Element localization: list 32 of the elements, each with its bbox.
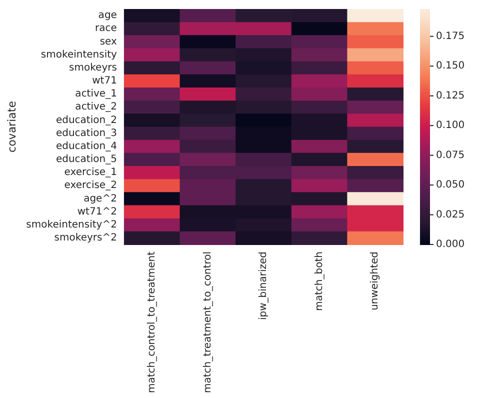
color-bar-label: 0.075 (436, 150, 465, 161)
color-bar-label: 0.125 (436, 90, 465, 102)
y-tick-label: active_2 (75, 102, 117, 113)
y-axis-title: covariate (5, 100, 18, 152)
y-tick-label: active_1 (75, 88, 117, 100)
x-tick-label: match_treatment_to_control (202, 252, 214, 394)
y-tick-label: smokeyrs (69, 62, 117, 74)
color-bar-label: 0.050 (436, 180, 465, 191)
color-bar-label: 0.025 (436, 209, 465, 220)
y-tick-label: race (95, 23, 117, 34)
y-tick-label: smokeintensity^2 (26, 219, 117, 230)
color-bar-label: 0.000 (436, 239, 465, 250)
y-tick-label: exercise_2 (64, 180, 117, 192)
y-tick-label: wt71^2 (77, 206, 117, 218)
y-tick-label: age^2 (84, 193, 117, 204)
y-tick-label: smokeintensity (40, 49, 118, 60)
y-tick-label: education_3 (56, 128, 117, 139)
x-tick-label: match_both (314, 252, 325, 311)
y-tick-label: education_2 (56, 114, 117, 126)
y-tick-label: education_4 (56, 140, 117, 152)
y-tick-label: wt71 (92, 76, 117, 87)
y-tick-label: exercise_1 (64, 167, 117, 178)
x-tick-label: match_control_to_treatment (146, 251, 158, 394)
color-bar-label: 0.150 (436, 60, 465, 72)
x-tick-label: unweighted (370, 252, 381, 310)
color-bar-label: 0.175 (436, 30, 465, 42)
y-tick-label: smokeyrs^2 (54, 232, 117, 244)
color-bar-label: 0.100 (436, 120, 465, 132)
y-tick-label: age (98, 10, 117, 22)
y-tick-label: education_5 (56, 154, 117, 166)
y-tick-label: sex (100, 36, 118, 48)
x-tick-label: ipw_binarized (258, 252, 270, 320)
